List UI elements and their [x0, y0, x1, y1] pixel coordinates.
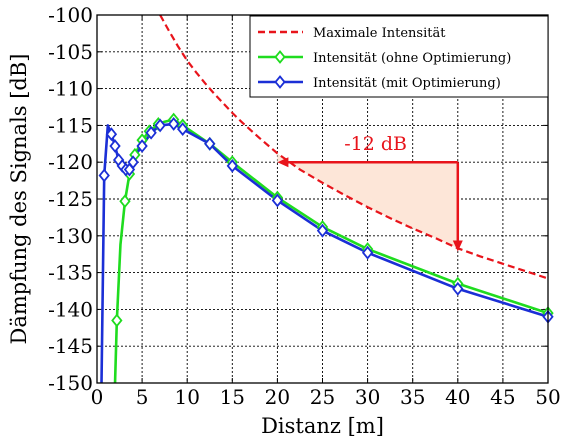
series-line-1 [159, 15, 548, 280]
x-tick-label: 15 [220, 385, 245, 409]
x-tick-label: 5 [136, 385, 149, 409]
x-tick-label: 25 [310, 385, 335, 409]
annotation-left-arrow-head [277, 157, 289, 168]
y-tick-label: -130 [48, 224, 93, 248]
annotation-arrow-head [452, 240, 463, 252]
x-tick-labels: 0 5 10 15 20 25 30 35 40 45 50 [91, 385, 561, 409]
data-point-marker [98, 168, 110, 183]
data-point-marker [145, 125, 157, 140]
x-tick-label: 20 [265, 385, 290, 409]
legend-label-1: Maximale Intensität [313, 26, 446, 41]
y-tick-label: -120 [48, 150, 93, 174]
data-point-marker [105, 127, 118, 142]
x-tick-label: 45 [490, 385, 515, 409]
data-point-marker [271, 193, 284, 208]
data-point-marker [361, 245, 374, 260]
data-point-marker [111, 313, 123, 328]
y-tick-label: -145 [48, 334, 93, 358]
data-point-marker [204, 136, 216, 151]
x-tick-label: 30 [355, 385, 380, 409]
y-tick-label: -135 [48, 261, 93, 285]
y-tick-label: -125 [48, 187, 93, 211]
series-markers [98, 112, 554, 328]
y-tick-label: -115 [48, 113, 93, 137]
data-point-marker [127, 155, 139, 170]
plot-frame [96, 14, 549, 384]
y-tick-label: -100 [48, 3, 93, 27]
data-point-marker [136, 139, 148, 153]
data-point-marker [109, 139, 121, 153]
x-tick-label: 40 [445, 385, 470, 409]
data-point-marker [316, 223, 329, 238]
data-point-marker [119, 194, 131, 209]
annotation-label: -12 dB [344, 133, 407, 155]
y-tick-label: -140 [48, 297, 93, 321]
x-tick-label: 35 [400, 385, 425, 409]
annotation: -12 dB [277, 133, 463, 252]
x-axis-label: Distanz [m] [261, 414, 384, 438]
data-point-marker [168, 117, 180, 131]
legend-label-2: Intensität (ohne Optimierung) [313, 51, 511, 66]
y-tick-label: -150 [48, 371, 93, 395]
y-tick-labels: -100 -105 -110 -115 -120 -125 -130 -135 -140 -145… [48, 3, 93, 395]
legend: Maximale Intensität Intensität (ohne Opti… [249, 15, 549, 98]
legend-marker-2 [274, 50, 286, 64]
data-point-marker [177, 122, 189, 137]
x-tick-label: 0 [91, 385, 104, 409]
data-point-marker [226, 158, 238, 173]
data-point-marker [452, 281, 464, 296]
y-tick-label: -110 [48, 77, 93, 101]
annotation-shaded-area [277, 153, 458, 251]
legend-label-3: Intensität (mit Optimierung) [313, 76, 501, 91]
y-axis-label: Dämpfung des Signals [dB] [7, 54, 31, 345]
legend-marker-3 [274, 75, 286, 89]
y-tick-label: -105 [48, 40, 93, 64]
data-point-marker [154, 118, 166, 133]
series-line-2 [113, 118, 548, 383]
x-tick-label: 10 [174, 385, 199, 409]
x-tick-label: 50 [535, 385, 560, 409]
